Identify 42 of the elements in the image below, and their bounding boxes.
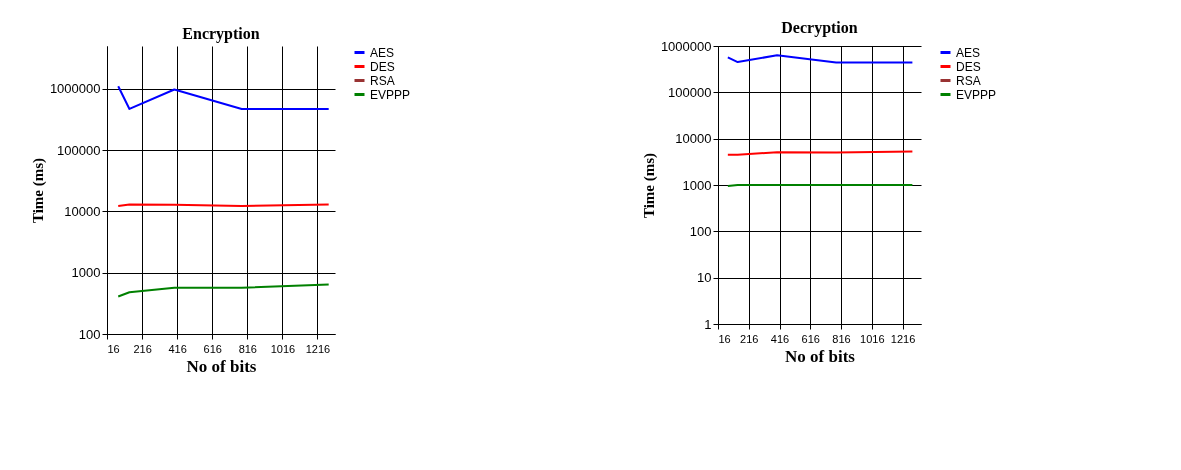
x-tick-label: 1016	[270, 342, 296, 355]
legend-label: DES	[956, 59, 981, 74]
legend-label: EVPPP	[370, 87, 411, 102]
line-series	[726, 54, 914, 64]
y-tick-label: 10	[697, 270, 712, 286]
y-tick-label: 1000000	[660, 38, 712, 54]
legend-label: RSA	[956, 73, 981, 88]
y-tick-label: 10000	[675, 131, 712, 147]
x-tick-label: 216	[133, 342, 152, 355]
legend-label: AES	[370, 45, 395, 60]
y-tick-label: 1000000	[49, 81, 101, 97]
y-tick-label: 10000	[64, 203, 101, 219]
legend-label: DES	[370, 59, 395, 74]
x-tick-label: 816	[832, 332, 851, 345]
y-tick-label: 1	[704, 316, 712, 332]
x-tick-label: 616	[801, 332, 820, 345]
y-axis-title: Time (ms)	[29, 157, 47, 224]
x-axis-title: No of bits	[186, 356, 257, 376]
legend-label: AES	[956, 45, 981, 60]
legend-label: RSA	[370, 73, 395, 88]
x-tick-label: 216	[740, 332, 759, 345]
x-tick-label: 16	[107, 342, 120, 355]
x-tick-label: 16	[718, 332, 731, 345]
chart-title: Decryption	[781, 19, 858, 37]
x-tick-label: 616	[203, 342, 222, 355]
y-tick-label: 100000	[57, 142, 101, 158]
x-tick-label: 816	[238, 342, 257, 355]
y-tick-label: 100	[78, 326, 101, 342]
x-tick-label: 1216	[890, 332, 916, 345]
y-tick-label: 100	[689, 223, 712, 239]
x-tick-label: 1216	[305, 342, 331, 355]
x-tick-label: 1016	[860, 332, 885, 345]
y-tick-label: 1000	[682, 177, 712, 193]
line-series	[117, 283, 330, 298]
x-tick-label: 416	[168, 342, 187, 355]
y-tick-label: 100000	[668, 84, 712, 100]
x-axis-title: No of bits	[785, 346, 856, 366]
y-axis-title: Time (ms)	[640, 152, 658, 219]
chart-title: Encryption	[182, 25, 260, 43]
legend-label: EVPPP	[956, 87, 997, 102]
x-tick-label: 416	[770, 332, 790, 345]
y-tick-label: 1000	[71, 265, 101, 281]
